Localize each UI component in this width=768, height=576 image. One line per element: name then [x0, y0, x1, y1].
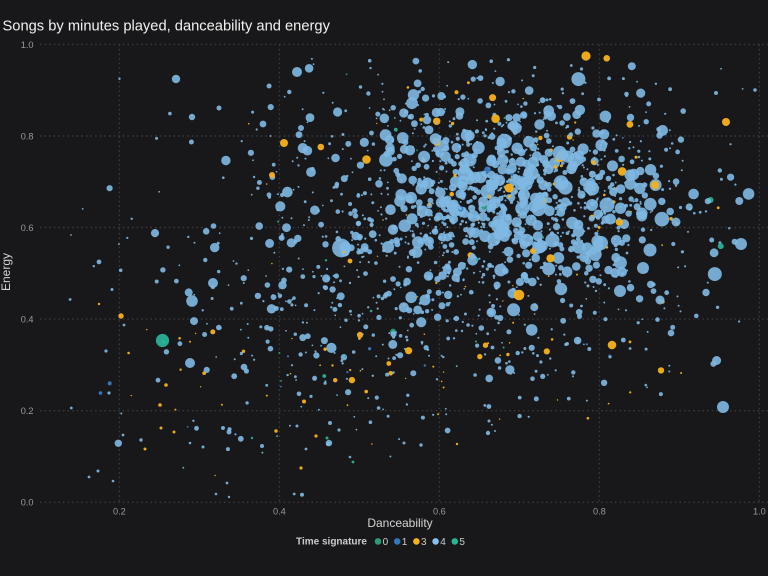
svg-text:1.0: 1.0 [753, 507, 766, 517]
svg-text:1: 1 [402, 537, 408, 548]
svg-text:Time signature: Time signature [296, 536, 367, 547]
svg-text:0.2: 0.2 [21, 406, 34, 416]
svg-text:0.2: 0.2 [113, 507, 126, 517]
svg-text:0.6: 0.6 [433, 507, 446, 517]
svg-text:0.6: 0.6 [21, 223, 34, 233]
svg-text:0.8: 0.8 [21, 131, 34, 141]
svg-text:4: 4 [440, 537, 446, 548]
svg-text:0: 0 [383, 537, 389, 548]
svg-text:0.4: 0.4 [273, 507, 286, 517]
svg-text:Energy: Energy [0, 253, 13, 291]
svg-text:1.0: 1.0 [21, 40, 34, 50]
svg-text:0.0: 0.0 [21, 498, 34, 508]
svg-text:0.8: 0.8 [593, 507, 606, 517]
svg-text:5: 5 [459, 537, 465, 548]
svg-text:Danceability: Danceability [367, 516, 432, 530]
svg-text:Songs by minutes played, dance: Songs by minutes played, danceability an… [3, 19, 331, 35]
svg-text:0.4: 0.4 [21, 315, 34, 325]
svg-text:3: 3 [421, 537, 427, 548]
